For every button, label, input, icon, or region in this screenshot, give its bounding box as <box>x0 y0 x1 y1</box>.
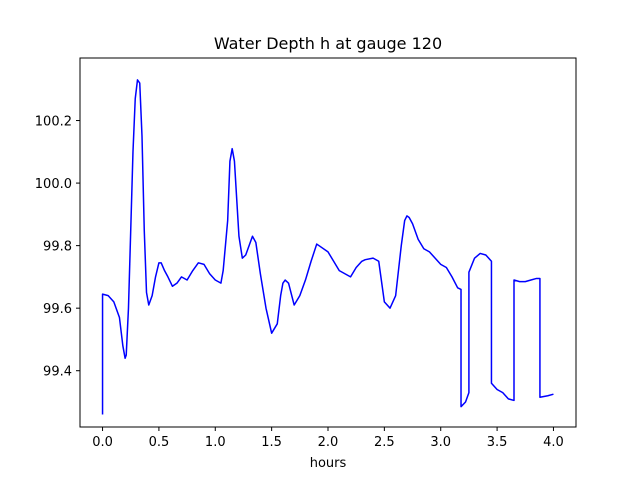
series-line <box>101 79 554 415</box>
x-tick-label: 0.5 <box>149 435 170 450</box>
y-tick-label: 99.6 <box>43 302 72 317</box>
y-tick-label: 99.4 <box>43 365 72 380</box>
x-axis-label: hours <box>310 456 347 471</box>
chart-title: Water Depth h at gauge 120 <box>214 34 442 53</box>
y-axis: 99.4 99.6 99.8 100.0 100.2 <box>35 115 80 380</box>
x-tick-label: 1.5 <box>261 435 282 450</box>
x-tick-label: 4.0 <box>543 435 564 450</box>
x-axis: 0.0 0.5 1.0 1.5 2.0 2.5 3.0 3.5 4.0 <box>92 427 564 450</box>
y-tick-label: 100.2 <box>35 115 72 130</box>
x-tick-label: 2.5 <box>374 435 395 450</box>
x-tick-label: 2.0 <box>318 435 339 450</box>
plot-area <box>80 58 576 427</box>
y-tick-label: 100.0 <box>35 177 72 192</box>
x-tick-label: 0.0 <box>92 435 113 450</box>
series-layer <box>101 79 554 415</box>
x-tick-label: 3.0 <box>430 435 451 450</box>
x-tick-label: 3.5 <box>487 435 508 450</box>
x-tick-label: 1.0 <box>205 435 226 450</box>
y-tick-label: 99.8 <box>43 240 72 255</box>
